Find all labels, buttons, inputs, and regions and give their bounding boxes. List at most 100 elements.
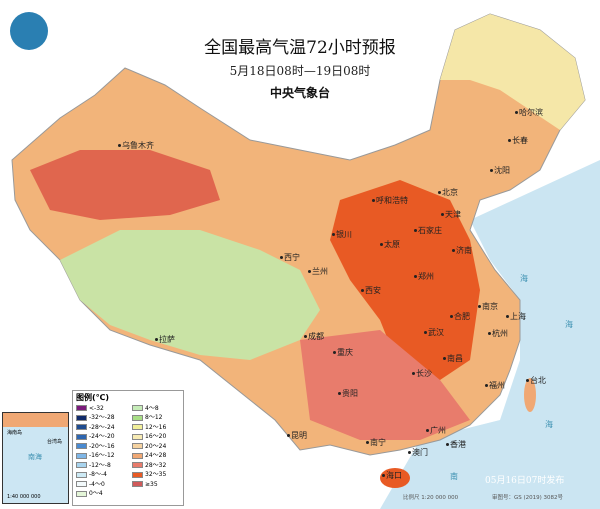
city-label: 上海 (506, 312, 526, 321)
inset-label: 台湾岛 (47, 439, 63, 445)
legend-label: -8～-4 (89, 471, 107, 479)
legend-swatch (132, 481, 143, 488)
legend-swatch (132, 433, 143, 440)
legend-item: -4～0 (76, 480, 130, 488)
city-label: 合肥 (450, 312, 470, 321)
city-label: 沈阳 (490, 166, 510, 175)
legend-label: -32～-28 (89, 414, 115, 422)
legend-label: 24～28 (145, 452, 167, 460)
cma-logo-icon (10, 12, 48, 50)
city-label: 西安 (361, 286, 381, 295)
taiwan-island (524, 378, 536, 412)
legend-item: -8～-4 (76, 470, 130, 478)
legend-item: ≥35 (132, 480, 182, 488)
legend-item: 8～12 (132, 413, 182, 421)
legend-swatch (132, 462, 143, 469)
city-label: 拉萨 (155, 335, 175, 344)
city-label: 重庆 (333, 348, 353, 357)
sea-label: 海 (545, 420, 553, 429)
legend-label: <-32 (89, 404, 104, 412)
city-label: 长春 (508, 136, 528, 145)
city-label: 贵阳 (338, 389, 358, 398)
legend-label: -20～-16 (89, 442, 115, 450)
map-subtitle: 5月18日08时—19日08时 (229, 64, 371, 78)
northeast-cool-region (440, 14, 585, 130)
legend-item: -20～-16 (76, 442, 130, 450)
legend-label: -24～-20 (89, 433, 115, 441)
legend-swatch (76, 433, 87, 440)
city-label: 南宁 (366, 438, 386, 447)
legend-item: 0～4 (76, 489, 130, 497)
issued-time: 05月16日07时发布 (485, 476, 565, 486)
city-label: 福州 (485, 381, 505, 390)
legend-item: -16～-12 (76, 451, 130, 459)
city-label: 澳门 (408, 448, 428, 457)
city-label: 成都 (304, 332, 324, 341)
legend-item: 24～28 (132, 451, 182, 459)
legend-item: <-32 (76, 404, 130, 412)
legend-swatch (76, 471, 87, 478)
city-label: 西宁 (280, 253, 300, 262)
legend-label: 20～24 (145, 442, 167, 450)
legend-item: 32～35 (132, 470, 182, 478)
legend-title: 图例(℃) (76, 393, 109, 402)
legend-item: 28～32 (132, 461, 182, 469)
city-label: 济南 (452, 246, 472, 255)
legend-label: 32～35 (145, 471, 167, 479)
city-label: 杭州 (488, 329, 508, 338)
legend-item: 4～8 (132, 404, 182, 412)
legend-label: 16～20 (145, 433, 167, 441)
legend-item: 12～16 (132, 423, 182, 431)
legend-swatch (76, 481, 87, 488)
city-label: 郑州 (414, 272, 434, 281)
south-china-sea-inset: 海南岛 南海 台湾岛 1:40 000 000 (2, 412, 69, 504)
legend-item: -12～-8 (76, 461, 130, 469)
city-label: 香港 (446, 440, 466, 449)
city-label: 昆明 (287, 431, 307, 440)
legend-swatch (76, 424, 87, 431)
legend-label: -4～0 (89, 480, 105, 488)
city-label: 广州 (426, 426, 446, 435)
south-hot-region (300, 330, 470, 440)
legend-item: -24～-20 (76, 432, 130, 440)
sea-label: 海 (565, 320, 573, 329)
city-label: 银川 (332, 230, 352, 239)
inset-label: 南海 (28, 453, 42, 461)
legend-label: 0～4 (89, 490, 103, 497)
legend-label: -12～-8 (89, 461, 111, 469)
city-label: 北京 (438, 188, 458, 197)
xinjiang-hot-region (30, 150, 220, 220)
city-label: 长沙 (412, 369, 432, 378)
legend-label: 12～16 (145, 423, 167, 431)
legend-swatch (76, 414, 87, 421)
city-label: 天津 (441, 210, 461, 219)
city-label: 兰州 (308, 267, 328, 276)
city-label: 南京 (478, 302, 498, 311)
inset-label: 海南岛 (7, 430, 23, 436)
sea-label: 南 (450, 472, 458, 481)
city-label: 呼和浩特 (372, 196, 408, 205)
map-title: 全国最高气温72小时预报 (204, 38, 396, 58)
legend-swatch (132, 443, 143, 450)
legend-label: 28～32 (145, 461, 167, 469)
sea-label: 海 (520, 274, 528, 283)
legend-swatch (132, 471, 143, 478)
sea-area (380, 160, 600, 509)
inset-scale: 1:40 000 000 (7, 494, 41, 500)
legend-swatch (76, 462, 87, 469)
city-label: 石家庄 (414, 226, 442, 235)
legend-label: 8～12 (145, 414, 163, 422)
legend-swatch (132, 414, 143, 421)
legend-swatch (76, 405, 87, 412)
approval-number: 审图号：GS (2019) 3082号 (492, 495, 564, 501)
city-label: 台北 (526, 376, 546, 385)
tibet-plateau-cool-region (60, 230, 320, 360)
legend-swatch (76, 490, 87, 497)
issuer: 中央气象台 (269, 86, 330, 100)
legend-swatch (132, 424, 143, 431)
legend-swatch (76, 443, 87, 450)
city-label: 太原 (380, 240, 400, 249)
legend-label: 4～8 (145, 404, 159, 412)
city-label: 武汉 (424, 328, 444, 337)
